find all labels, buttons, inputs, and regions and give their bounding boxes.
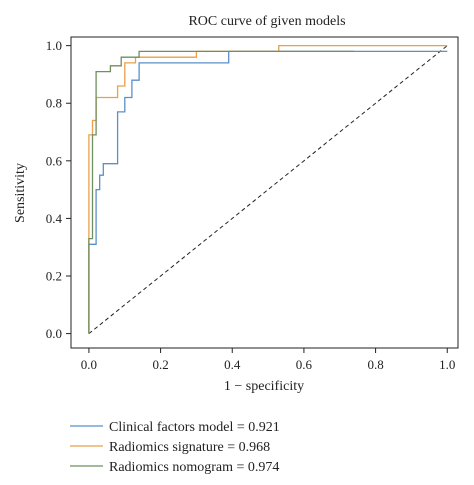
chart-title: ROC curve of given models — [188, 14, 345, 29]
roc-line-series-2 — [88, 44, 448, 334]
y-tick-label: 0.4 — [46, 211, 63, 226]
x-tick-label: 0.6 — [296, 357, 313, 372]
ticks-layer: 0.0 0.2 0.4 0.6 0.8 1.0 0.0 0.2 0.4 0.6 0.8 1.0 — [46, 38, 456, 372]
series-layer — [88, 44, 448, 334]
roc-line-series-3 — [88, 50, 355, 334]
reference-layer — [88, 45, 448, 334]
x-tick-label: 0.0 — [81, 357, 97, 372]
y-tick-label: 0.8 — [46, 96, 62, 111]
legend-label-series-3: Radiomics nomogram = 0.974 — [109, 460, 279, 475]
x-tick-label: 1.0 — [439, 357, 455, 372]
x-axis-label: 1 − specificity — [224, 379, 304, 394]
reference-diagonal — [88, 45, 448, 334]
x-tick-label: 0.8 — [367, 357, 383, 372]
x-tick-label: 0.4 — [224, 357, 241, 372]
legend: Clinical factors model = 0.921 Radiomics … — [70, 420, 280, 475]
y-tick-label: 1.0 — [46, 38, 62, 53]
y-axis-label: Sensitivity — [13, 163, 28, 223]
y-tick-label: 0.6 — [46, 153, 63, 168]
plot-frame — [70, 36, 459, 349]
y-tick-label: 0.2 — [46, 269, 62, 284]
legend-label-series-1: Clinical factors model = 0.921 — [109, 420, 280, 435]
y-tick-label: 0.0 — [46, 326, 62, 341]
x-tick-label: 0.2 — [152, 357, 168, 372]
roc-line-series-1 — [88, 50, 448, 334]
legend-label-series-2: Radiomics signature = 0.968 — [109, 440, 270, 455]
